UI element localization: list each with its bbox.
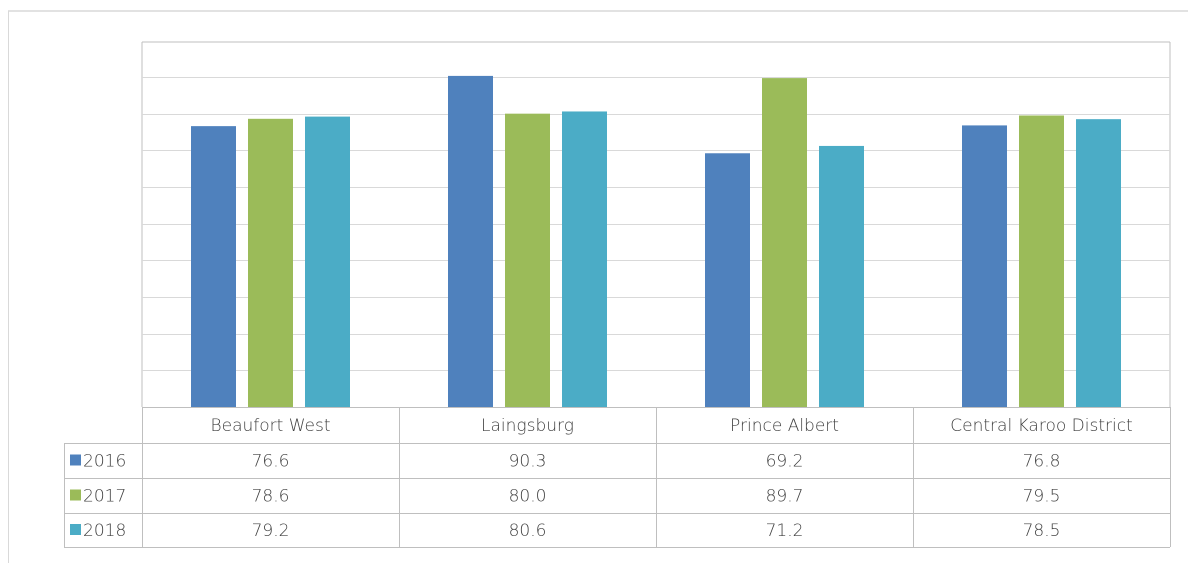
data-label-central-karoo-district-2018: 78.5	[1023, 521, 1061, 541]
data-label-laingsburg-2018: 80.6	[509, 521, 547, 541]
bar-laingsburg-2017	[505, 113, 550, 408]
data-label-prince-albert-2018: 71.2	[766, 521, 804, 541]
legend-key-2016	[70, 454, 81, 466]
data-label-prince-albert-2017: 89.7	[766, 487, 804, 507]
bar-laingsburg-2016	[448, 75, 493, 408]
data-label-beaufort-west-2018: 79.2	[252, 521, 290, 541]
tick-label-central-karoo-district: Central Karoo District	[950, 416, 1132, 436]
tick-label-prince-albert: Prince Albert	[730, 416, 839, 436]
bar-central-karoo-district-2016	[962, 125, 1007, 408]
gridlines	[142, 77, 1170, 371]
data-label-central-karoo-district-2017: 79.5	[1023, 487, 1061, 507]
legend-key-2017	[70, 489, 81, 501]
data-label-prince-albert-2016: 69.2	[766, 452, 804, 472]
legend-label-2016: 2016	[83, 452, 126, 472]
bar-prince-albert-2018	[819, 145, 864, 407]
bar-beaufort-west-2017	[248, 118, 293, 408]
legend-key-2018	[70, 524, 81, 535]
bar-prince-albert-2017	[762, 78, 807, 407]
legend-label-2017: 2017	[83, 487, 126, 507]
bar-central-karoo-district-2017	[1019, 115, 1064, 407]
bar-beaufort-west-2016	[191, 126, 236, 407]
data-table: Beaufort West Laingsburg Prince Albert Cent…	[64, 407, 1171, 548]
plot-area	[141, 41, 1171, 408]
data-label-laingsburg-2016: 90.3	[509, 452, 547, 472]
bar-central-karoo-district-2018	[1076, 119, 1121, 408]
data-label-central-karoo-district-2016: 76.8	[1023, 452, 1061, 472]
data-label-beaufort-west-2017: 78.6	[252, 487, 290, 507]
data-label-beaufort-west-2016: 76.6	[252, 452, 290, 472]
bar-prince-albert-2016	[705, 153, 750, 407]
bar-beaufort-west-2018	[305, 116, 350, 407]
data-label-laingsburg-2017: 80.0	[509, 487, 547, 507]
legend-label-2018: 2018	[83, 521, 126, 541]
tick-label-laingsburg: Laingsburg	[481, 416, 574, 436]
bars	[191, 75, 1121, 408]
bar-laingsburg-2018	[562, 111, 607, 407]
tick-label-beaufort-west: Beaufort West	[210, 416, 330, 436]
